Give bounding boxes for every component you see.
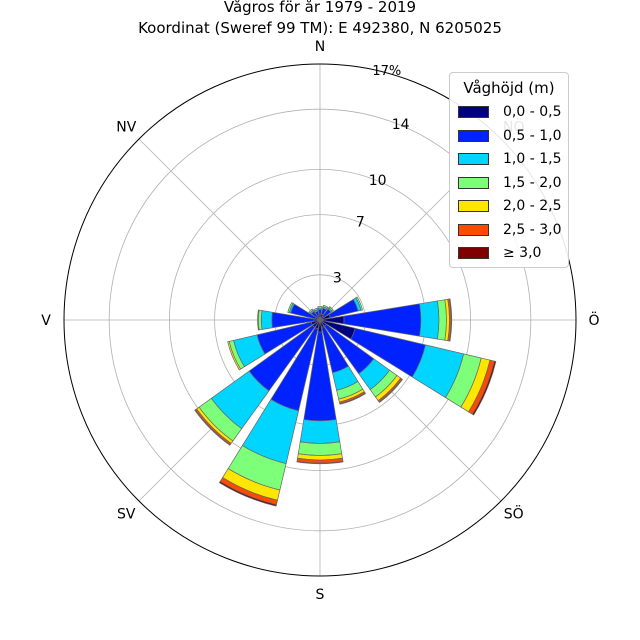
bars (194, 296, 497, 507)
bar-V-4 (257, 309, 260, 331)
bar-S-3 (297, 441, 343, 456)
legend-item: 1,5 - 2,0 (458, 175, 561, 191)
bar-N-3 (317, 306, 323, 309)
bar-Ö-6 (448, 298, 453, 342)
legend-label: 1,0 - 1,5 (503, 151, 562, 167)
bar-NNV-3 (313, 307, 318, 312)
legend-swatch (458, 176, 489, 189)
bar-VNV-3 (287, 302, 294, 314)
bar-SV-6 (194, 409, 231, 446)
legend-swatch (458, 106, 489, 118)
direction-label-2: V (41, 313, 51, 329)
legend-swatch (458, 223, 489, 236)
legend-item: ≥ 3,0 (458, 245, 541, 261)
bar-S-6 (296, 460, 344, 465)
legend-label: 2,5 - 3,0 (503, 221, 562, 238)
bar-SSÖ-6 (339, 392, 367, 405)
bar-NNÖ-3 (322, 304, 329, 309)
r-tick-label-1: 7 (356, 215, 365, 231)
bar-NÖ-3 (328, 306, 334, 312)
legend-label: 0,0 - 0,5 (503, 104, 562, 120)
chart-subtitle: Koordinat (Sweref 99 TM): E 492380, N 62… (138, 19, 502, 37)
r-tick-label-3: 14 (392, 117, 410, 133)
direction-label-5: SÖ (504, 505, 524, 523)
legend-swatch (458, 247, 489, 259)
direction-label-1: NV (116, 119, 136, 135)
legend-title: Våghöjd (m) (463, 79, 555, 97)
legend-swatch (458, 153, 489, 165)
bar-ÖSÖ-6 (471, 360, 497, 416)
legend-item: 1,0 - 1,5 (458, 151, 561, 167)
legend-swatch (458, 129, 489, 142)
legend: Våghöjd (m) 0,0 - 0,5 0,5 - 1,0 1,0 - 1,5 1… (449, 72, 569, 268)
direction-label-0: N (315, 39, 325, 55)
direction-label-3: SV (117, 507, 136, 523)
legend-label: ≥ 3,0 (503, 245, 542, 261)
direction-label-6: Ö (588, 311, 599, 329)
bar-ÖNÖ-3 (355, 296, 363, 311)
r-max-label: 17% (372, 64, 401, 79)
legend-label: 2,0 - 2,5 (503, 198, 562, 214)
bar-S-2 (299, 419, 341, 444)
legend-item: 0,5 - 1,0 (458, 128, 561, 144)
bar-N-1 (317, 309, 323, 315)
bar-SSV-6 (218, 480, 277, 507)
bar-NV-3 (308, 308, 314, 314)
r-tick-label-2: 10 (369, 173, 387, 189)
bar-V-2 (260, 310, 273, 330)
legend-swatch (458, 200, 489, 212)
bar-Ö-3 (437, 299, 447, 341)
legend-item: 0,0 - 0,5 (458, 104, 561, 120)
grid-spoke-7 (138, 138, 321, 321)
legend-label: 0,5 - 1,0 (503, 127, 562, 144)
r-tick-label-0: 3 (333, 270, 342, 286)
bar-Ö-2 (419, 300, 440, 340)
legend-item: 2,5 - 3,0 (458, 222, 561, 238)
legend-item: 2,0 - 2,5 (458, 198, 561, 214)
bar-VSV-4 (227, 341, 242, 371)
legend-label: 1,5 - 2,0 (503, 174, 562, 191)
chart-title: Vågros för år 1979 - 2019 (223, 0, 417, 16)
outer-circle (63, 63, 577, 577)
direction-label-4: S (316, 587, 325, 603)
bar-SÖ-6 (378, 378, 403, 403)
